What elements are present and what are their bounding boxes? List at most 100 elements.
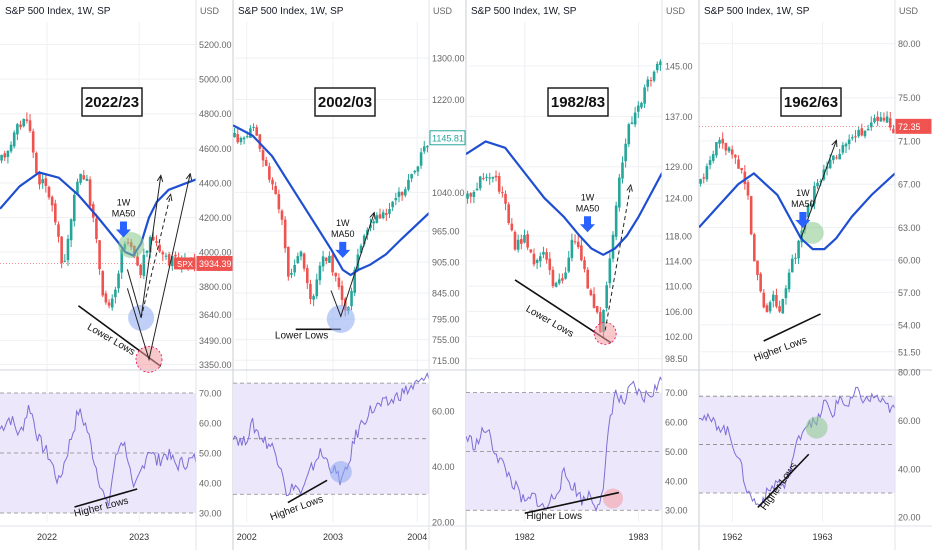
last-price-value: 1145.81: [432, 133, 464, 143]
candle-body: [520, 239, 523, 244]
candle-body: [819, 180, 823, 183]
candle-body: [76, 181, 79, 194]
rsi-tick-label: 70.00: [665, 388, 688, 398]
candle-body: [705, 166, 709, 180]
candle-body: [494, 175, 498, 178]
rsi-line: [466, 376, 662, 513]
candle-body: [504, 193, 507, 204]
candle-body: [576, 241, 580, 248]
ma-label-line2: MA50: [576, 203, 600, 213]
green-highlight-circle: [118, 232, 145, 259]
candle-body: [652, 71, 656, 81]
price-tick-label: 129.00: [665, 162, 693, 172]
candle-body: [264, 160, 268, 166]
candle-body: [771, 294, 775, 301]
candle-body: [847, 139, 851, 145]
rsi-tick-label: 40.00: [898, 464, 921, 474]
candle-body: [164, 255, 168, 257]
candle-body: [305, 268, 309, 284]
price-tick-label: 114.00: [665, 257, 692, 267]
candle-body: [174, 254, 177, 257]
projection-arrow: [140, 195, 170, 318]
candle-body: [38, 172, 41, 185]
candles: [466, 59, 662, 339]
price-tick-label: 57.00: [898, 288, 921, 298]
candle-body: [290, 273, 293, 275]
period-label-box: [314, 87, 376, 117]
candle-body: [44, 178, 48, 186]
candle-body: [611, 234, 615, 259]
candle-body: [261, 150, 265, 161]
candle-body: [359, 245, 363, 254]
candle-body: [545, 252, 548, 260]
candle-body: [309, 283, 312, 300]
candle-body: [426, 145, 429, 148]
candle-body: [274, 186, 277, 195]
rsi-trendline: [74, 488, 138, 508]
candle-body: [283, 219, 287, 249]
candle-body: [54, 203, 57, 223]
candle-body: [854, 136, 857, 138]
candle-body: [340, 285, 344, 300]
candle-body: [120, 249, 124, 273]
price-tick-label: 4000.00: [199, 248, 232, 258]
candle-body: [233, 132, 236, 138]
candle-body: [516, 239, 520, 250]
candle-body: [302, 253, 306, 269]
candle-body: [797, 240, 800, 259]
ma50-line: [699, 171, 895, 251]
candle-body: [343, 298, 347, 311]
candle-body: [538, 256, 542, 262]
candle-body: [583, 260, 586, 270]
rsi-trendline: [757, 453, 810, 509]
date-tick-label: 1982: [515, 532, 535, 542]
price-tick-label: 118.00: [665, 231, 692, 241]
candle-body: [844, 143, 848, 147]
rsi-tick-label: 40.00: [432, 462, 455, 472]
rsi-tick-label: 60.00: [432, 406, 455, 416]
price-tick-label: 3490.00: [199, 336, 232, 346]
candle-body: [47, 186, 51, 198]
candle-body: [828, 159, 832, 169]
candle-body: [879, 117, 883, 122]
candle-body: [353, 269, 357, 293]
currency-label: USD: [899, 6, 919, 16]
candle-body: [781, 299, 785, 314]
ma50-pointer-arrow-icon: [795, 212, 811, 229]
period-label: 1962/63: [784, 94, 838, 111]
period-label-box: [780, 87, 842, 117]
price-tick-label: 54.00: [898, 320, 921, 330]
candle-body: [775, 294, 778, 307]
date-tick-label: 2023: [129, 532, 149, 542]
date-tick-label: 2002: [237, 532, 257, 542]
green-highlight-circle: [801, 221, 824, 244]
candle-body: [85, 178, 89, 181]
ma50-line: [233, 124, 429, 277]
candle-body: [715, 142, 718, 156]
candle-body: [413, 170, 417, 173]
chart-panel-1: 5200.00 5000.00 4800.00 4600.00 4400.00 4200.…: [0, 0, 234, 550]
candle-body: [6, 150, 10, 157]
rsi-tick-label: 60.00: [199, 419, 222, 429]
projection-arrow: [604, 186, 630, 331]
ma-label-line1: 1W: [336, 218, 350, 228]
candle-body: [567, 257, 571, 272]
ma-label-line2: MA50: [791, 199, 815, 209]
candle-body: [554, 282, 558, 287]
candle-body: [245, 136, 249, 138]
candle-body: [491, 176, 495, 179]
trend-annotation: Lower Lows: [524, 304, 576, 340]
price-tick-label: 5000.00: [199, 75, 232, 85]
candle-body: [863, 130, 867, 137]
candle-body: [526, 234, 529, 248]
candle-body: [400, 191, 404, 196]
projection-arrow: [330, 213, 374, 318]
candle-body: [573, 241, 577, 243]
candle-body: [832, 155, 835, 161]
candle-body: [548, 258, 552, 271]
candle-body: [699, 179, 702, 184]
candle-body: [627, 124, 631, 145]
candle-body: [542, 251, 545, 255]
candle-body: [551, 269, 555, 286]
candle-body: [271, 179, 274, 185]
